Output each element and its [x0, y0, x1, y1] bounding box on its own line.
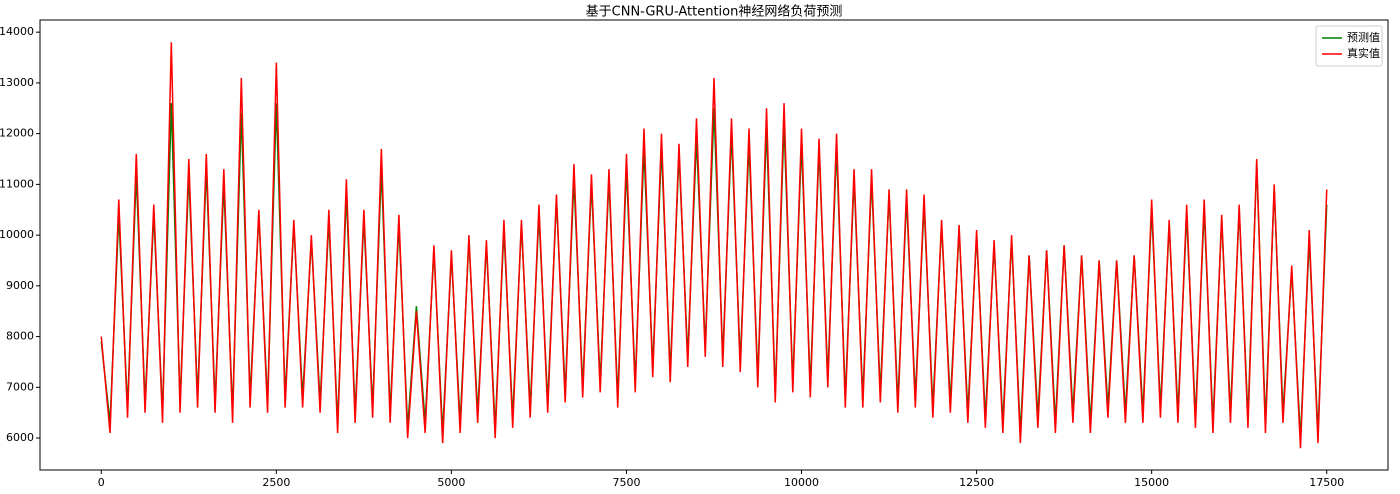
y-tick-label: 6000: [6, 431, 34, 444]
y-tick-label: 8000: [6, 330, 34, 343]
y-tick-label: 13000: [0, 76, 34, 89]
x-tick-label: 15000: [1134, 476, 1169, 489]
x-tick-label: 17500: [1309, 476, 1344, 489]
legend-label: 预测值: [1347, 31, 1380, 44]
y-tick-label: 10000: [0, 228, 34, 241]
x-tick-label: 5000: [437, 476, 465, 489]
y-tick-label: 14000: [0, 25, 34, 38]
y-tick-label: 12000: [0, 127, 34, 140]
x-tick-label: 7500: [612, 476, 640, 489]
chart-title: 基于CNN-GRU-Attention神经网络负荷预测: [586, 4, 843, 20]
plot-frame: [39, 19, 1389, 471]
y-tick-label: 7000: [6, 380, 34, 393]
series-line: [100, 42, 1328, 449]
legend-label: 真实值: [1347, 46, 1380, 60]
x-tick-label: 10000: [784, 476, 819, 489]
legend-box: [1315, 25, 1383, 67]
x-tick-label: 0: [98, 476, 105, 489]
x-tick-label: 2500: [262, 476, 290, 489]
y-tick-label: 11000: [0, 177, 34, 190]
x-tick-label: 12500: [959, 476, 994, 489]
y-tick-label: 9000: [6, 279, 34, 292]
